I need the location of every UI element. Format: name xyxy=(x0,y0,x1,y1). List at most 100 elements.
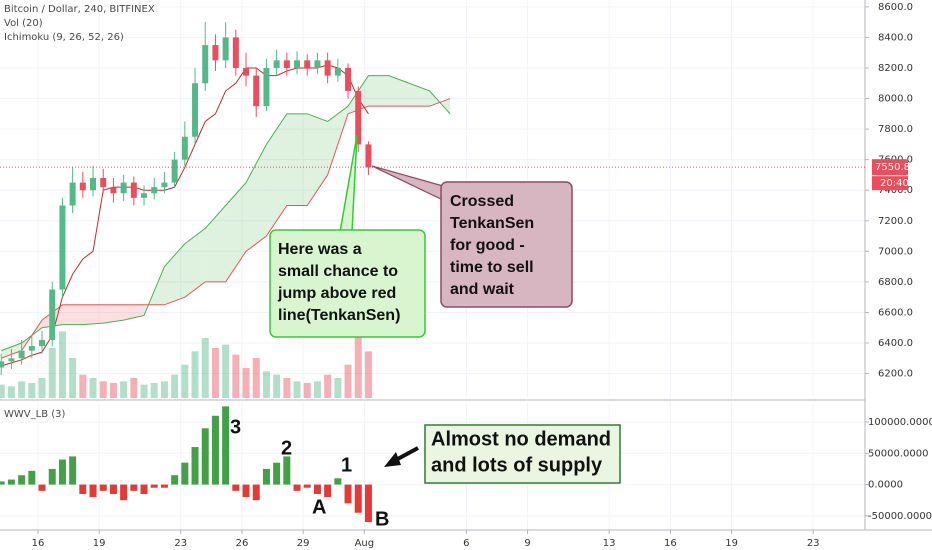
y-tick-label: 6200.0 xyxy=(878,369,913,380)
histogram-bar xyxy=(130,484,138,491)
histogram-bar xyxy=(334,478,342,485)
x-tick-label: 23 xyxy=(174,538,187,549)
volume-bar xyxy=(89,378,97,398)
candle-body xyxy=(355,90,362,145)
candle-body xyxy=(263,67,270,107)
volume-label: Vol (20) xyxy=(4,18,43,29)
candle-body xyxy=(90,177,97,191)
candle-body xyxy=(161,182,168,188)
cloud-segment xyxy=(388,75,410,107)
candle-body xyxy=(110,187,117,194)
callout-text: for good - xyxy=(450,237,525,254)
cloud-segment xyxy=(62,304,83,325)
span-b xyxy=(1,98,451,359)
volume-bar xyxy=(293,381,301,398)
candle-body xyxy=(365,144,372,168)
x-tick-label: 16 xyxy=(32,538,45,549)
candle-body xyxy=(334,67,341,76)
histogram-bar xyxy=(324,484,332,498)
histogram-bar xyxy=(150,484,158,488)
volume-bar xyxy=(130,378,138,398)
histogram-bar xyxy=(0,481,5,485)
cloud-segment xyxy=(205,205,226,282)
histogram-bar xyxy=(191,447,199,485)
volume-bar xyxy=(120,381,128,398)
callout-text: TenkanSen xyxy=(450,215,534,232)
cloud-segment xyxy=(286,113,308,206)
cloud-segment xyxy=(327,106,349,175)
candle-body xyxy=(253,75,260,107)
volume-bar xyxy=(283,378,291,398)
volume-bar xyxy=(354,331,362,398)
x-tick-label: 29 xyxy=(297,538,310,549)
candle-body xyxy=(28,346,35,351)
volume-bar xyxy=(18,381,26,398)
histogram-bar xyxy=(99,484,107,491)
candle-body xyxy=(151,187,158,194)
x-tick-label: Aug xyxy=(355,538,375,549)
candle-body xyxy=(59,205,66,290)
y-tick-label: 8400.0 xyxy=(878,32,913,43)
x-tick-label: 19 xyxy=(93,538,106,549)
volume-bar xyxy=(211,348,219,398)
callout-text: jump above red xyxy=(277,285,396,302)
volume-bar xyxy=(324,374,332,398)
cloud-segment xyxy=(307,113,328,206)
cloud-segment xyxy=(225,182,247,282)
candle-body xyxy=(202,45,209,84)
y-tick-label: 100000.0000 xyxy=(868,417,932,428)
histogram-bar xyxy=(171,475,179,485)
histogram-bar xyxy=(18,475,26,485)
volume-bar xyxy=(48,348,56,398)
arrow-head xyxy=(384,452,401,467)
wave-label: A xyxy=(312,496,326,518)
y-tick-label: 6400.0 xyxy=(878,338,913,349)
y-tick-label: 0.0000 xyxy=(868,480,903,491)
candle-body xyxy=(100,177,107,188)
volume-bar xyxy=(252,358,260,398)
x-tick-label: 19 xyxy=(725,538,738,549)
histogram-bar xyxy=(273,462,281,485)
candle-body xyxy=(120,182,127,194)
histogram-bar xyxy=(120,484,128,501)
volume-bar xyxy=(303,383,311,398)
chart-title: Bitcoin / Dollar, 240, BITFINEX xyxy=(4,4,155,15)
cloud-segment xyxy=(103,304,124,324)
candle-body xyxy=(345,67,352,91)
wave-label: B xyxy=(375,508,389,530)
volume-bar xyxy=(181,364,189,398)
y-tick-label: 8000.0 xyxy=(878,94,913,105)
histogram-bar xyxy=(283,456,291,485)
candle-body xyxy=(79,182,86,191)
candle-body xyxy=(49,289,56,340)
callout-text: and wait xyxy=(450,281,515,298)
histogram-bar xyxy=(58,459,66,485)
volume-bar xyxy=(0,384,5,398)
callout-text: Almost no demand xyxy=(431,428,611,450)
callout-text: Crossed xyxy=(450,193,514,210)
candle-body xyxy=(141,193,148,198)
callout-box xyxy=(424,424,621,484)
y-tick-label: 6800.0 xyxy=(878,277,913,288)
indicator-title: WWV_LB (3) xyxy=(4,409,65,420)
y-tick-label: 50000.0000 xyxy=(868,448,928,459)
x-tick-label: 16 xyxy=(664,538,677,549)
ichimoku-label: Ichimoku (9, 26, 52, 26) xyxy=(4,32,124,43)
y-tick-label: -50000.0000 xyxy=(868,511,932,522)
histogram-bar xyxy=(232,484,240,491)
volume-bar xyxy=(99,381,107,398)
volume-bar xyxy=(364,351,372,398)
candle-body xyxy=(283,60,290,68)
y-tick-label: 8200.0 xyxy=(878,63,913,74)
last-price-tag xyxy=(872,159,908,176)
histogram-bar xyxy=(313,484,321,494)
candle-body xyxy=(314,60,321,68)
volume-bar xyxy=(334,378,342,398)
countdown-label: 20:40 xyxy=(880,178,909,189)
callout-box xyxy=(440,181,573,308)
histogram-bar xyxy=(242,484,250,498)
volume-bar xyxy=(7,386,15,398)
callout-box xyxy=(269,229,426,338)
plot xyxy=(0,22,451,523)
histogram-bar xyxy=(140,484,148,494)
